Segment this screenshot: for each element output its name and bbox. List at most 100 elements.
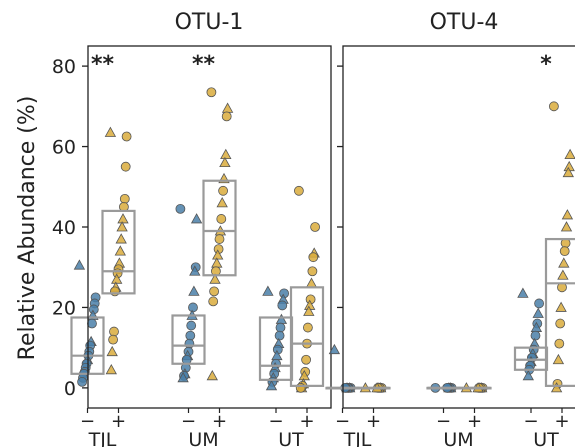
box — [171, 314, 206, 365]
group-label: TJL — [343, 429, 372, 447]
group-label: TJL — [88, 429, 117, 447]
box — [544, 237, 575, 387]
y-axis-label: Relative Abundance (%) — [15, 96, 40, 361]
data-point — [554, 338, 565, 349]
data-point — [307, 266, 318, 277]
treatment-label: + — [467, 411, 482, 432]
data-point — [265, 380, 278, 391]
data-point — [121, 131, 132, 142]
data-point — [549, 101, 559, 112]
data-point — [188, 302, 198, 313]
data-point — [557, 269, 569, 280]
significance-label: ** — [192, 52, 216, 77]
data-point — [293, 185, 304, 196]
data-point — [189, 265, 201, 276]
data-point — [116, 221, 128, 232]
data-point — [177, 372, 189, 383]
data-point — [559, 246, 570, 257]
significance-label: ** — [91, 52, 115, 77]
data-point — [73, 259, 86, 270]
data-point — [109, 326, 119, 337]
data-point — [206, 369, 218, 381]
data-point — [552, 353, 565, 365]
panel-title: OTU-1 — [175, 10, 244, 35]
data-point — [218, 185, 229, 196]
box — [202, 179, 237, 277]
data-point — [186, 320, 197, 331]
y-tick-label: 40 — [52, 217, 76, 239]
data-point — [274, 330, 285, 341]
data-point — [87, 318, 97, 329]
group-label: UM — [443, 429, 473, 447]
data-point — [108, 334, 118, 345]
significance-label: * — [540, 52, 552, 77]
box — [101, 209, 136, 295]
data-point — [175, 203, 186, 214]
panel-title: OTU-4 — [430, 10, 499, 35]
box — [289, 286, 325, 387]
treatment-label: − — [80, 411, 95, 432]
data-point — [555, 318, 566, 329]
data-point — [303, 305, 315, 316]
y-tick-label: 0 — [64, 378, 76, 400]
group-label: UT — [278, 429, 304, 447]
treatment-label: + — [212, 411, 227, 432]
treatment-label: − — [523, 411, 538, 432]
data-point — [308, 252, 319, 263]
data-point — [564, 148, 575, 160]
data-point — [561, 209, 574, 220]
data-point — [522, 369, 534, 381]
y-tick-label: 60 — [52, 137, 76, 159]
treatment-label: + — [366, 411, 381, 432]
data-point — [262, 285, 274, 296]
group-label: UT — [533, 429, 559, 447]
treatment-label: − — [335, 411, 350, 432]
data-point — [221, 102, 234, 113]
data-point — [310, 222, 321, 232]
data-point — [209, 286, 220, 297]
treatment-label: − — [268, 411, 283, 432]
treatment-label: − — [436, 411, 451, 432]
treatment-label: + — [299, 411, 314, 432]
data-point — [110, 286, 120, 297]
data-point — [558, 257, 570, 268]
data-point — [209, 273, 221, 284]
data-point — [560, 221, 573, 232]
data-point — [104, 126, 117, 137]
panel-frame — [87, 45, 332, 409]
data-point — [77, 376, 87, 387]
data-point — [532, 307, 544, 318]
data-point — [302, 322, 313, 333]
data-point — [555, 301, 567, 312]
data-point — [301, 354, 312, 365]
data-point — [517, 287, 529, 298]
data-point — [534, 298, 544, 309]
data-point — [119, 193, 130, 204]
data-point — [562, 166, 574, 178]
data-point — [328, 343, 341, 355]
data-point — [216, 197, 228, 208]
panel-frame — [342, 45, 575, 409]
y-tick-label: 80 — [52, 56, 76, 78]
data-point — [190, 213, 203, 224]
data-point — [188, 285, 200, 296]
data-point — [115, 233, 127, 244]
data-point — [219, 156, 231, 168]
data-point — [216, 214, 227, 224]
data-point — [277, 300, 288, 311]
data-point — [206, 87, 217, 98]
group-label: UM — [188, 429, 218, 447]
data-point — [550, 382, 563, 393]
data-point — [220, 148, 232, 160]
data-point — [106, 345, 118, 357]
data-point — [114, 245, 126, 256]
treatment-label: − — [181, 411, 196, 432]
data-point — [275, 313, 288, 324]
data-point — [221, 111, 232, 122]
treatment-label: + — [111, 411, 126, 432]
data-point — [295, 382, 306, 393]
data-point — [105, 363, 117, 375]
panel-2: OTU-4− +TJL− +UM− +UT* — [325, 10, 575, 447]
treatment-label: + — [554, 411, 569, 432]
